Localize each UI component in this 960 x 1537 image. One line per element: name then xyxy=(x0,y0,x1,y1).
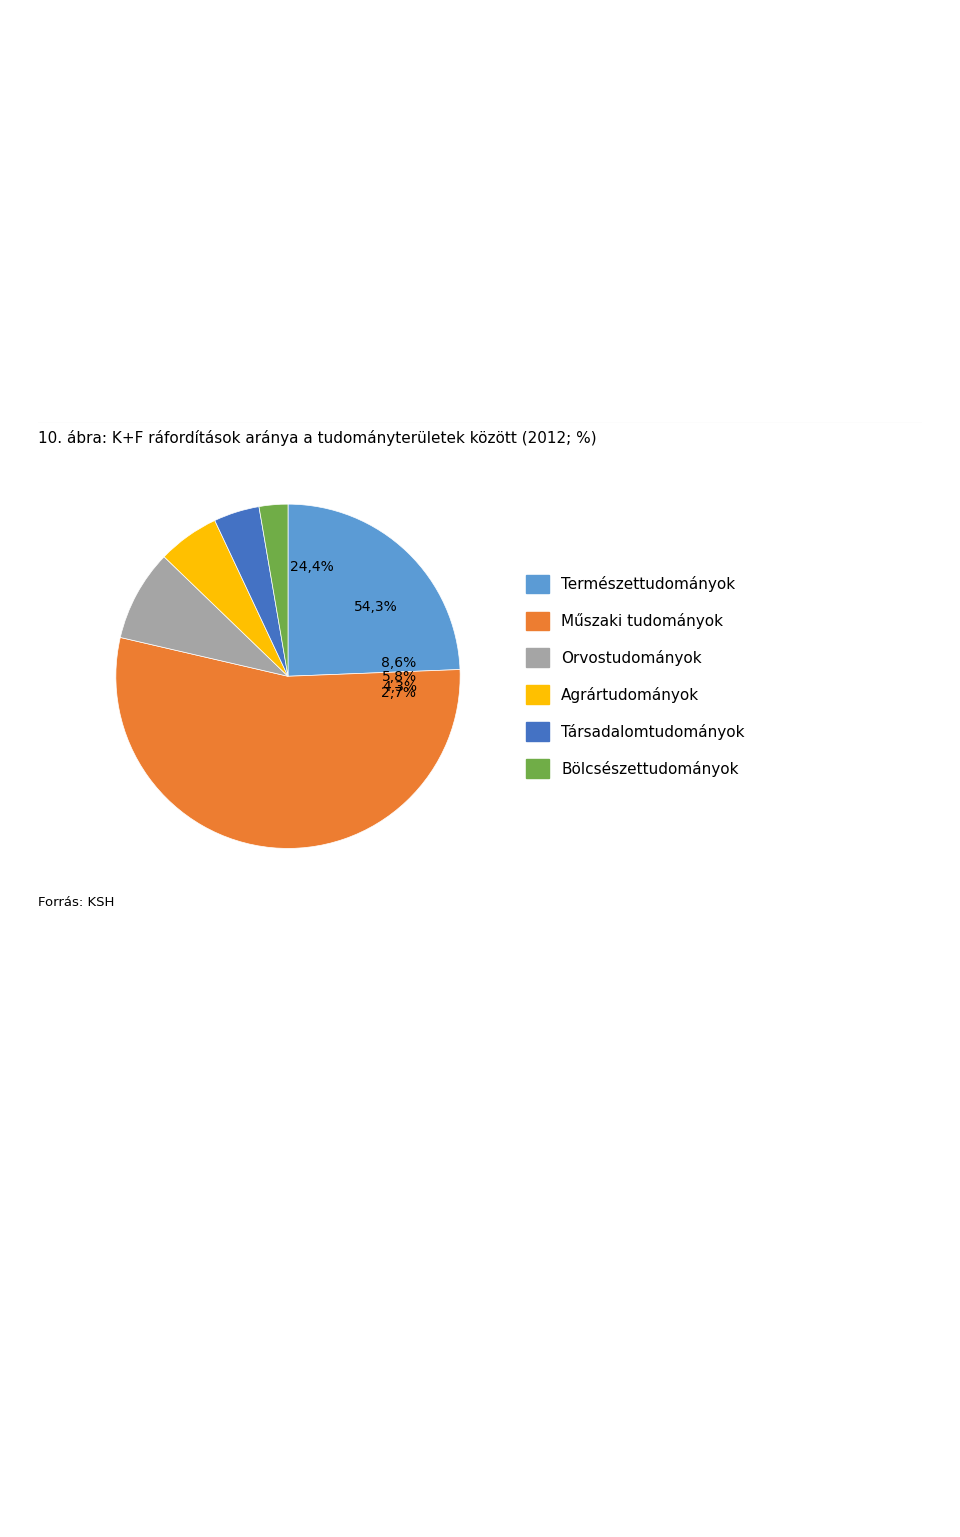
Text: Forrás: KSH: Forrás: KSH xyxy=(38,896,115,910)
Legend: Természettudományok, Műszaki tudományok, Orvostudományok, Agrártudományok, Társa: Természettudományok, Műszaki tudományok,… xyxy=(526,575,745,778)
Wedge shape xyxy=(215,507,288,676)
Wedge shape xyxy=(259,504,288,676)
Wedge shape xyxy=(164,521,288,676)
Wedge shape xyxy=(120,556,288,676)
Text: 10. ábra: K+F ráfordítások aránya a tudományterületek között (2012; %): 10. ábra: K+F ráfordítások aránya a tudo… xyxy=(38,430,597,446)
Text: 24,4%: 24,4% xyxy=(290,559,333,573)
Text: 54,3%: 54,3% xyxy=(353,599,397,613)
Text: 8,6%: 8,6% xyxy=(381,656,417,670)
Wedge shape xyxy=(116,638,460,848)
Text: 2,7%: 2,7% xyxy=(381,687,416,701)
Text: 5,8%: 5,8% xyxy=(382,670,418,684)
Text: 4,3%: 4,3% xyxy=(382,679,417,693)
Wedge shape xyxy=(288,504,460,676)
